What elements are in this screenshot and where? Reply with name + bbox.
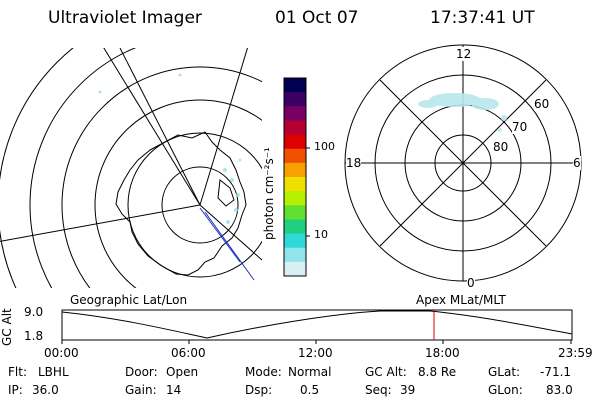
- gain-label: Gain:: [125, 383, 157, 397]
- timeline-tick-1800: 18:00: [425, 346, 460, 360]
- gcalt-label: GC Alt:: [365, 365, 407, 379]
- timeline-tick-0000: 00:00: [44, 346, 79, 360]
- dsp-value: 0.5: [300, 383, 320, 397]
- ip-label: IP:: [8, 383, 23, 397]
- apex-map-label: Apex MLat/MLT: [416, 293, 506, 307]
- instrument-title: Ultraviolet Imager: [48, 8, 202, 28]
- glon-label: GLon:: [488, 383, 523, 397]
- mode-value: Normal: [288, 365, 332, 379]
- colorbar-segment: [284, 106, 306, 121]
- colorbar-segment: [284, 134, 306, 150]
- colorbar: [283, 77, 310, 277]
- colorbar-segment: [284, 177, 306, 192]
- dsp-label: Dsp:: [245, 383, 273, 397]
- polar-label-12: 12: [456, 47, 472, 61]
- flt-value: LBHL: [38, 365, 69, 379]
- gcalt-value: 8.8 Re: [418, 365, 457, 379]
- glat-label: GLat:: [488, 365, 521, 379]
- polar-label-18: 18: [346, 156, 362, 170]
- date-label: 01 Oct 07: [275, 8, 359, 28]
- colorbar-tick-100: 100: [314, 140, 335, 153]
- gain-value: 14: [166, 383, 182, 397]
- timeline-y-bottom: 1.8: [24, 329, 44, 343]
- colorbar-segment: [284, 219, 306, 235]
- polar-ring-60: 60: [534, 97, 550, 111]
- colorbar-tick-10: 10: [314, 228, 328, 241]
- colorbar-segment: [284, 261, 306, 277]
- colorbar-segment: [284, 120, 306, 136]
- seq-value: 39: [400, 383, 416, 397]
- polar-ring-70: 70: [512, 120, 528, 134]
- geographic-map-label: Geographic Lat/Lon: [70, 293, 188, 307]
- colorbar-segment: [284, 233, 306, 249]
- timeline-y-top: 9.0: [24, 305, 44, 319]
- door-label: Door:: [125, 365, 158, 379]
- mode-label: Mode:: [245, 365, 282, 379]
- door-value: Open: [166, 365, 199, 379]
- colorbar-segment: [284, 247, 306, 263]
- ip-value: 36.0: [32, 383, 59, 397]
- polar-ring-80: 80: [493, 140, 509, 154]
- timeline-tick-1200: 12:00: [298, 346, 333, 360]
- seq-label: Seq:: [365, 383, 392, 397]
- colorbar-segment: [284, 205, 306, 220]
- colorbar-segment: [284, 78, 306, 93]
- colorbar-segment: [284, 148, 306, 164]
- timeline-tick-0600: 06:00: [171, 346, 206, 360]
- colorbar-segment: [284, 191, 306, 206]
- glon-value: 83.0: [546, 383, 573, 397]
- polar-label-0: 0: [467, 276, 475, 290]
- colorbar-segment: [284, 162, 306, 178]
- polar-label-6: 6: [573, 156, 581, 170]
- time-label: 17:37:41 UT: [430, 8, 535, 28]
- timeline-tick-2359: 23:59: [558, 346, 593, 360]
- flt-label: Flt:: [8, 365, 27, 379]
- colorbar-segment: [284, 92, 306, 107]
- glat-value: -71.1: [540, 365, 572, 379]
